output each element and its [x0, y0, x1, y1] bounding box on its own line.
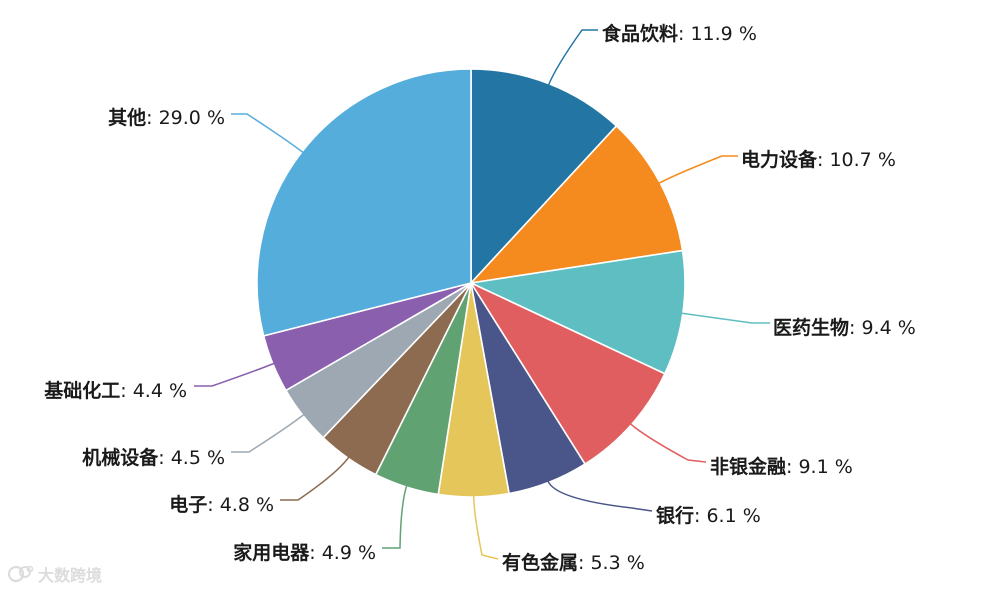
slice-label-separator: : [694, 505, 706, 527]
watermark-text: 大数跨境 [38, 566, 103, 585]
slice-label-value: 4.5 % [171, 447, 225, 469]
slice-label: 医药生物: 9.4 % [773, 316, 916, 339]
slice-label-name: 基础化工 [43, 379, 120, 402]
slice-label: 电子: 4.8 % [169, 493, 274, 516]
pie-slices [256, 68, 686, 498]
slice-label-value: 10.7 % [829, 149, 895, 171]
slice-label-name: 非银金融 [710, 455, 786, 478]
slice-label-separator: : [309, 542, 321, 564]
leader-line [231, 113, 305, 154]
slice-label: 家用电器: 4.9 % [233, 541, 376, 564]
slice-label-value: 5.3 % [590, 552, 644, 574]
slice-label-name: 电子 [169, 493, 207, 516]
slice-label: 食品饮料: 11.9 % [602, 22, 757, 45]
slice-label-name: 机械设备 [82, 446, 159, 469]
slice-label-value: 9.4 % [861, 317, 915, 339]
leader-line [629, 422, 707, 463]
slice-label-separator: : [146, 107, 158, 129]
slice-label-value: 6.1 % [706, 505, 760, 527]
slice-label-value: 4.8 % [220, 494, 274, 516]
slice-label: 非银金融: 9.1 % [710, 455, 853, 478]
leader-line [231, 413, 305, 453]
leader-line [680, 312, 770, 324]
slice-label-separator: : [207, 494, 219, 516]
slice-label-separator: : [786, 456, 798, 478]
leader-line [382, 484, 408, 549]
slice-label-separator: : [817, 149, 829, 171]
slice-label-value: 11.9 % [690, 23, 756, 45]
slice-label-value: 9.1 % [798, 456, 852, 478]
slice-label-value: 4.9 % [322, 542, 376, 564]
watermark-logo-icon [8, 565, 34, 583]
slice-label-separator: : [158, 447, 170, 469]
slice-label: 基础化工: 4.4 % [43, 379, 187, 402]
slice-label-name: 其他 [108, 106, 146, 129]
leader-line [194, 362, 276, 387]
slice-label-value: 4.4 % [133, 380, 187, 402]
leader-line [280, 456, 350, 501]
slice-label-name: 电力设备 [741, 148, 818, 171]
slice-label-separator: : [849, 317, 861, 339]
watermark: 大数跨境 [8, 562, 102, 586]
leader-line [547, 480, 653, 512]
slice-label-separator: : [120, 380, 132, 402]
slice-label-name: 有色金属 [502, 551, 578, 574]
slice-label-separator: : [578, 552, 590, 574]
leader-line [472, 494, 499, 560]
slice-label-name: 银行 [656, 504, 694, 527]
slice-label: 机械设备: 4.5 % [82, 446, 225, 469]
slice-labels: 食品饮料: 11.9 % 电力设备: 10.7 % 医药生物: 9.4 % 非银金融:… [43, 22, 916, 574]
leader-line [657, 155, 738, 185]
slice-label: 有色金属: 5.3 % [502, 551, 645, 574]
slice-label: 银行: 6.1 % [656, 504, 761, 527]
slice-label-name: 医药生物 [773, 316, 849, 339]
leader-lines [194, 29, 770, 560]
slice-label-name: 食品饮料 [602, 22, 678, 45]
slice-label: 电力设备: 10.7 % [741, 148, 896, 171]
leader-line [547, 29, 598, 86]
slice-label: 其他: 29.0 % [108, 106, 225, 129]
slice-label-name: 家用电器 [233, 541, 310, 564]
slice-label-value: 29.0 % [159, 107, 225, 129]
slice-label-separator: : [678, 23, 690, 45]
